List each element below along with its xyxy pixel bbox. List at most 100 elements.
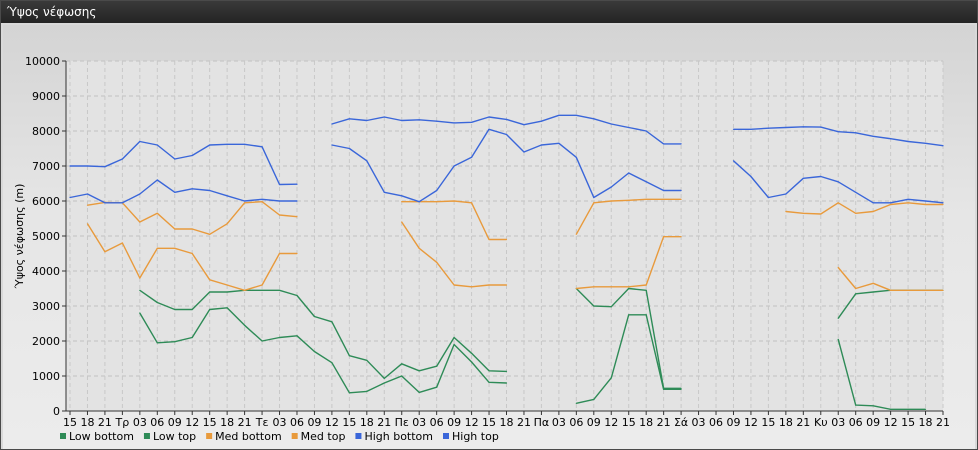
legend-swatch [60, 433, 66, 439]
series-line [331, 128, 682, 203]
y-tick-label: 0 [53, 405, 60, 418]
legend-label: Med top [301, 430, 346, 443]
x-tick-label: Τε [255, 416, 269, 429]
y-tick-label: 7000 [32, 160, 60, 173]
x-tick-label: 06 [290, 416, 304, 429]
series-line [139, 289, 507, 380]
x-tick-label: 09 [866, 416, 880, 429]
legend-label: Low bottom [69, 430, 134, 443]
series-low-bottom [139, 307, 927, 410]
series-line [69, 179, 297, 204]
x-tick-label: 06 [709, 416, 723, 429]
x-tick-label: 12 [325, 416, 339, 429]
x-tick-label: 15 [482, 416, 496, 429]
x-tick-label: 15 [901, 416, 915, 429]
series-line [576, 235, 682, 290]
x-tick-label: 03 [831, 416, 845, 429]
x-tick-label: 12 [465, 416, 479, 429]
series-line [401, 221, 507, 288]
x-tick-label: 03 [692, 416, 706, 429]
x-tick-label: 15 [63, 416, 77, 429]
legend-label: High top [452, 430, 499, 443]
x-tick-label: 09 [587, 416, 601, 429]
x-tick-label: 03 [412, 416, 426, 429]
x-tick-label: Τρ [115, 416, 130, 429]
x-tick-label: 06 [849, 416, 863, 429]
x-tick-label: 15 [203, 416, 217, 429]
series-line [575, 287, 682, 389]
x-tick-label: Πε [395, 416, 409, 429]
x-tick-label: 15 [761, 416, 775, 429]
x-tick-label: 15 [342, 416, 356, 429]
x-tick-label: 21 [796, 416, 810, 429]
legend-swatch [143, 433, 150, 439]
x-tick-label: 12 [604, 416, 618, 429]
x-tick-label: 18 [779, 416, 793, 429]
y-tick-label: 5000 [32, 230, 60, 243]
x-tick-label: 09 [726, 416, 740, 429]
series-line [139, 307, 507, 394]
x-tick-label: 15 [622, 416, 636, 429]
legend-label: Med bottom [215, 430, 282, 443]
x-tick-label: 18 [639, 416, 653, 429]
chart-panel: 0 1000 2000 3000 4000 5000 6000 7000 8000 9000 100… [3, 25, 975, 449]
x-tick-label: 03 [133, 416, 147, 429]
x-tick-label: 06 [430, 416, 444, 429]
y-tick-label: 9000 [32, 90, 60, 103]
y-tick-label: 1000 [32, 370, 60, 383]
x-tick-label: 18 [919, 416, 933, 429]
x-tick-label: 21 [98, 416, 112, 429]
window-title: Ύψος νέφωσης [1, 1, 977, 23]
x-tick-label: 18 [80, 416, 94, 429]
legend-swatch [355, 433, 362, 439]
series-line [837, 339, 926, 410]
x-tick-label: 21 [238, 416, 252, 429]
x-tick-label: 12 [185, 416, 199, 429]
y-tick-label: 10000 [25, 55, 60, 68]
series-line [837, 267, 943, 291]
cloud-height-chart: 0 1000 2000 3000 4000 5000 6000 7000 8000 9000 100… [13, 55, 950, 443]
x-tick-label: 03 [552, 416, 566, 429]
x-tick-label: 18 [220, 416, 234, 429]
legend-swatch [206, 433, 213, 439]
x-tick-label: Σά [674, 416, 688, 429]
series-high-bottom [69, 128, 944, 204]
x-tick-label: 09 [307, 416, 321, 429]
x-tick-label: 21 [936, 416, 950, 429]
legend-label: Low top [153, 430, 196, 443]
legend-label: High bottom [364, 430, 433, 443]
x-tick-label: 21 [657, 416, 671, 429]
x-tick-label: 09 [447, 416, 461, 429]
series-line [733, 160, 944, 204]
series-line [785, 202, 943, 215]
series-line [70, 140, 298, 186]
x-tick-label: 09 [168, 416, 182, 429]
x-tick-label: 21 [377, 416, 391, 429]
series-line [86, 223, 297, 291]
legend: Low bottom Low top Med bottom Med top High b… [60, 430, 499, 443]
x-tick-label: 18 [500, 416, 514, 429]
y-tick-label: 3000 [32, 300, 60, 313]
y-tick-label: 8000 [32, 125, 60, 138]
x-tick-label: 18 [360, 416, 374, 429]
x-tick-label: Κυ [814, 416, 828, 429]
series-high-top [69, 114, 944, 186]
x-tick-label: 03 [273, 416, 287, 429]
series-med-bottom [86, 221, 944, 291]
x-tick-label: 06 [569, 416, 583, 429]
y-tick-label: 4000 [32, 265, 60, 278]
y-tick-label: 6000 [32, 195, 60, 208]
x-tick-label: 21 [517, 416, 531, 429]
series-line [733, 126, 944, 147]
x-tick-label: 12 [884, 416, 898, 429]
series-line [575, 198, 682, 235]
series-line [576, 314, 682, 404]
y-tick-label: 2000 [32, 335, 60, 348]
x-tick-label: 06 [150, 416, 164, 429]
legend-swatch [291, 433, 298, 439]
x-tick-label: Πα [534, 416, 550, 429]
y-axis-label: Ύψος νέφωσης (m) [13, 184, 26, 290]
x-tick-label: 12 [744, 416, 758, 429]
legend-swatch [443, 433, 449, 439]
